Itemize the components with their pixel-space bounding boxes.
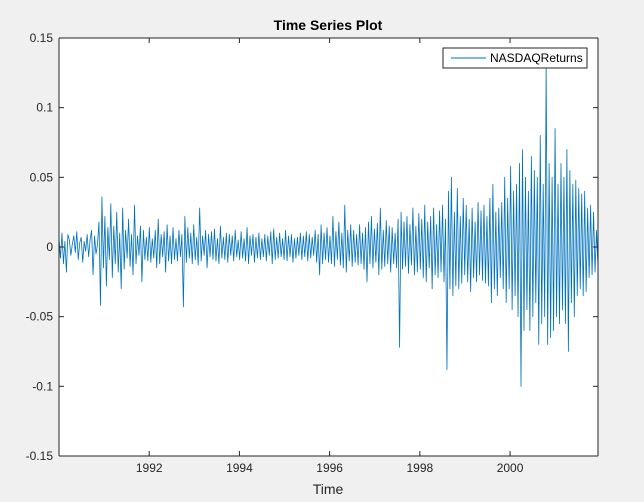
x-tick-label: 1996 — [316, 461, 343, 475]
x-tick-label: 1994 — [226, 461, 253, 475]
y-tick-label: -0.05 — [26, 310, 54, 324]
x-axis-label: Time — [313, 481, 344, 497]
legend[interactable]: NASDAQReturns — [442, 47, 588, 69]
legend-box — [442, 47, 588, 69]
chart-title: Time Series Plot — [274, 17, 383, 33]
y-tick-label: 0.05 — [30, 170, 54, 184]
y-tick-label: -0.1 — [32, 379, 53, 393]
x-tick-label: 1992 — [136, 461, 163, 475]
y-axis-ticks: 0.15 0.1 0.05 0 -0.05 -0.1 -0.15 — [26, 31, 598, 463]
x-axis-ticks: 1992 1994 1996 1998 2000 — [136, 38, 524, 475]
x-tick-label: 2000 — [497, 461, 524, 475]
legend-label: NASDAQReturns — [490, 51, 583, 65]
y-tick-label: 0.15 — [30, 31, 54, 45]
y-tick-label: 0 — [46, 240, 53, 254]
y-tick-label: -0.15 — [26, 449, 54, 463]
y-tick-label: 0.1 — [36, 101, 53, 115]
series-line-nasdaq-returns — [58, 65, 599, 387]
x-tick-label: 1998 — [406, 461, 433, 475]
